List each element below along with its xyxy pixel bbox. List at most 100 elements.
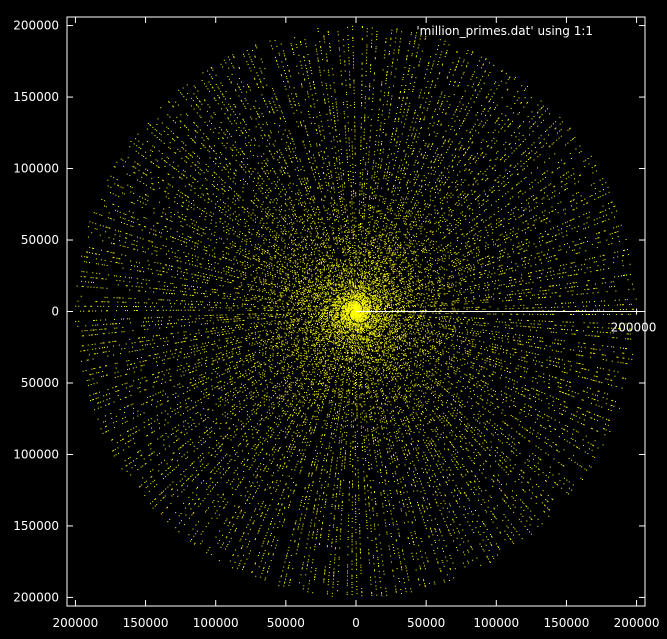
data-point xyxy=(319,294,321,296)
data-point xyxy=(394,314,396,316)
data-point xyxy=(375,317,377,319)
data-point xyxy=(379,279,381,281)
data-point xyxy=(365,278,367,280)
data-point xyxy=(397,309,399,311)
data-point xyxy=(317,327,318,329)
data-point xyxy=(326,302,328,304)
data-point xyxy=(323,289,325,290)
data-point xyxy=(383,276,385,278)
data-point xyxy=(371,274,373,276)
data-point xyxy=(304,313,306,314)
data-point xyxy=(399,299,401,301)
data-point xyxy=(403,283,405,285)
data-point xyxy=(391,368,393,370)
data-point xyxy=(348,370,350,372)
data-point xyxy=(327,265,329,267)
data-point xyxy=(395,290,397,292)
data-point xyxy=(383,327,385,329)
data-point xyxy=(345,325,347,327)
data-point xyxy=(373,306,375,308)
data-point xyxy=(368,346,369,348)
data-point xyxy=(328,325,329,327)
data-point xyxy=(326,282,328,283)
data-point xyxy=(342,312,344,314)
data-point xyxy=(380,262,382,264)
data-point xyxy=(355,301,357,302)
data-point xyxy=(416,322,418,324)
data-point xyxy=(392,365,394,367)
data-point xyxy=(337,314,339,316)
data-point xyxy=(347,332,349,334)
data-point xyxy=(332,252,333,254)
data-point xyxy=(377,288,379,290)
data-point xyxy=(316,306,318,308)
data-point xyxy=(384,294,386,296)
data-point xyxy=(359,288,361,290)
data-point xyxy=(349,256,351,258)
data-point xyxy=(343,306,345,308)
data-point xyxy=(313,320,315,322)
data-point xyxy=(325,305,327,306)
data-point xyxy=(404,333,406,335)
data-point xyxy=(346,378,348,380)
data-point xyxy=(311,262,313,263)
data-point xyxy=(375,335,377,337)
data-point xyxy=(364,302,365,303)
data-point xyxy=(332,324,334,326)
data-point xyxy=(332,318,334,319)
data-point xyxy=(397,318,399,320)
data-point xyxy=(349,338,351,340)
data-point xyxy=(336,313,338,315)
data-point xyxy=(352,284,354,286)
data-point xyxy=(337,356,339,358)
data-point xyxy=(318,289,320,291)
data-point xyxy=(342,326,344,328)
data-point xyxy=(388,349,390,351)
data-point xyxy=(386,262,387,264)
data-point xyxy=(362,308,364,310)
data-point xyxy=(371,318,372,319)
data-point xyxy=(382,292,384,293)
data-point xyxy=(397,307,398,309)
data-point xyxy=(386,318,388,320)
data-point xyxy=(391,307,392,309)
data-point xyxy=(298,329,300,331)
data-point xyxy=(387,290,389,292)
data-point xyxy=(332,375,334,377)
data-point xyxy=(304,340,306,342)
data-point xyxy=(310,269,312,271)
data-point xyxy=(390,306,391,308)
data-point xyxy=(346,294,348,296)
data-point xyxy=(392,320,394,322)
data-point xyxy=(299,318,301,320)
data-point xyxy=(363,289,365,291)
data-point xyxy=(354,324,356,325)
data-point xyxy=(336,303,338,305)
data-point xyxy=(401,277,403,279)
data-point xyxy=(372,349,374,351)
data-point xyxy=(336,283,338,285)
data-point xyxy=(338,370,339,372)
data-point xyxy=(389,334,391,336)
data-point xyxy=(372,299,374,300)
data-point xyxy=(366,326,368,327)
data-point xyxy=(308,305,309,307)
data-point xyxy=(410,271,412,273)
data-point xyxy=(306,339,308,341)
data-point xyxy=(338,303,340,305)
data-point xyxy=(308,322,310,324)
data-point xyxy=(314,294,316,296)
data-point xyxy=(335,330,337,332)
data-point xyxy=(335,313,337,315)
data-point xyxy=(363,287,365,289)
data-point xyxy=(376,245,378,247)
data-point xyxy=(383,344,385,346)
data-point xyxy=(310,329,312,331)
data-point xyxy=(348,376,350,378)
data-point xyxy=(377,319,379,321)
data-point xyxy=(386,305,387,307)
data-point xyxy=(370,331,372,333)
data-point xyxy=(309,265,311,266)
data-point xyxy=(361,275,363,277)
data-point xyxy=(335,360,337,362)
